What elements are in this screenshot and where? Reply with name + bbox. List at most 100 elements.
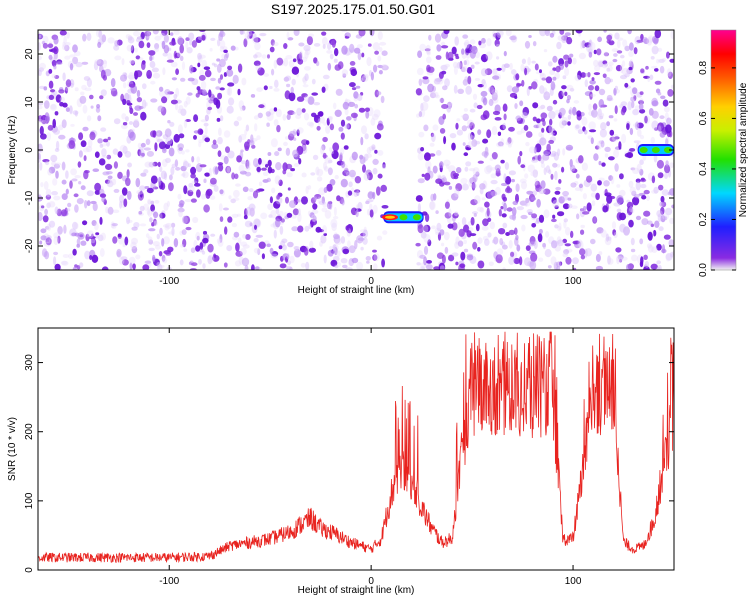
heatmap-noise-cell — [248, 32, 253, 39]
heatmap-noise-cell — [651, 120, 659, 130]
heatmap-noise-cell — [617, 254, 624, 260]
heatmap-noise-cell — [286, 31, 290, 39]
heatmap-noise-cell — [182, 171, 189, 179]
heatmap-noise-cell — [61, 179, 67, 185]
heatmap-noise-cell — [453, 175, 459, 180]
heatmap-noise-cell — [292, 149, 299, 158]
heatmap-noise-cell — [558, 222, 562, 231]
heatmap-noise-cell — [165, 222, 173, 229]
heatmap-noise-cell — [94, 151, 100, 158]
heatmap-noise-cell — [252, 190, 259, 199]
heatmap-noise-cell — [543, 167, 547, 176]
heatmap-frame — [37, 29, 675, 271]
heatmap-noise-cell — [127, 74, 135, 80]
heatmap-noise-cell — [427, 66, 435, 73]
heatmap-noise-cell — [208, 89, 212, 98]
heatmap-noise-cell — [296, 127, 304, 134]
heatmap-noise-cell — [599, 128, 608, 138]
heatmap-noise-cell — [135, 177, 141, 188]
heatmap-noise-cell — [500, 206, 504, 210]
heatmap-noise-cell — [297, 212, 302, 223]
heatmap-noise-cell — [185, 119, 192, 122]
heatmap-noise-cell — [225, 165, 232, 174]
heatmap-noise-cell — [340, 236, 346, 244]
heatmap-noise-cell — [504, 162, 510, 170]
heatmap-noise-cell — [526, 87, 530, 97]
heatmap-noise-cell — [278, 245, 283, 250]
y-tick-label: 0 — [24, 147, 35, 153]
heatmap-noise-cell — [203, 204, 210, 213]
heatmap-noise-cell — [608, 175, 613, 181]
heatmap-noise-cell — [472, 211, 478, 215]
heatmap-noise-cell — [668, 162, 674, 168]
heatmap-noise-cell — [665, 160, 669, 167]
heatmap-noise-cell — [66, 31, 70, 39]
heatmap-noise-cell — [159, 166, 163, 173]
heatmap-noise-cell — [531, 213, 538, 219]
heatmap-noise-cell — [434, 94, 440, 99]
heatmap-noise-cell — [561, 85, 567, 90]
heatmap-noise-cell — [53, 91, 58, 96]
heatmap-noise-cell — [640, 183, 647, 189]
heatmap-noise-cell — [525, 197, 530, 204]
heatmap-noise-cell — [209, 47, 213, 52]
heatmap-noise-cell — [55, 94, 62, 103]
heatmap-noise-cell — [276, 194, 280, 200]
heatmap-noise-cell — [439, 265, 445, 270]
heatmap-noise-cell — [188, 32, 195, 41]
heatmap-noise-cell — [491, 152, 498, 160]
heatmap-noise-cell — [245, 166, 251, 171]
heatmap-noise-cell — [362, 164, 366, 173]
heatmap-noise-cell — [99, 143, 104, 148]
heatmap-noise-cell — [439, 161, 444, 169]
heatmap-noise-cell — [119, 200, 123, 209]
heatmap-noise-cell — [190, 198, 197, 203]
heatmap-noise-cell — [287, 37, 294, 41]
heatmap-noise-cell — [460, 251, 466, 261]
heatmap-noise-cell — [106, 180, 114, 188]
heatmap-noise-cell — [154, 142, 158, 152]
heatmap-noise-cell — [512, 200, 519, 206]
y-tick-label: -10 — [24, 190, 35, 205]
heatmap-noise-cell — [323, 187, 328, 193]
heatmap-noise-cell — [548, 110, 556, 120]
heatmap-noise-cell — [515, 183, 520, 192]
heatmap-noise-cell — [159, 32, 166, 38]
heatmap-noise-cell — [524, 198, 531, 207]
heatmap-noise-cell — [550, 153, 556, 158]
heatmap-noise-cell — [364, 107, 370, 112]
heatmap-noise-cell — [85, 233, 90, 242]
heatmap-noise-cell — [657, 172, 664, 179]
heatmap-noise-cell — [159, 212, 166, 219]
heatmap-noise-cell — [202, 91, 208, 96]
heatmap-noise-cell — [45, 194, 52, 200]
heatmap-noise-cell — [253, 115, 259, 120]
heatmap-noise-cell — [290, 168, 295, 172]
heatmap-noise-cell — [561, 34, 567, 44]
heatmap-noise-cell — [133, 112, 138, 116]
heatmap-noise-cell — [61, 119, 67, 129]
heatmap-noise-cell — [427, 166, 431, 175]
heatmap-noise-cell — [76, 238, 81, 246]
heatmap-noise-cell — [342, 248, 350, 255]
heatmap-noise-cell — [610, 175, 615, 185]
heatmap-noise-cell — [516, 206, 524, 211]
heatmap-noise-cell — [50, 89, 56, 93]
heatmap-noise-cell — [573, 100, 580, 104]
heatmap-noise-cell — [92, 168, 100, 172]
heatmap-noise-cell — [275, 218, 281, 228]
heatmap-noise-cell — [629, 206, 633, 213]
heatmap-noise-cell — [660, 206, 665, 215]
heatmap-noise-cell — [318, 111, 324, 117]
heatmap-noise-cell — [190, 173, 196, 179]
heatmap-noise-cell — [124, 150, 132, 158]
heatmap-noise-cell — [497, 131, 502, 136]
heatmap-noise-cell — [210, 233, 216, 237]
heatmap-noise-cell — [415, 195, 423, 202]
heatmap-noise-cell — [82, 104, 88, 114]
heatmap-noise-cell — [509, 251, 515, 258]
heatmap-noise-cell — [227, 82, 235, 87]
heatmap-noise-cell — [546, 125, 553, 134]
heatmap-noise-cell — [439, 229, 445, 236]
heatmap-noise-cell — [419, 43, 427, 52]
